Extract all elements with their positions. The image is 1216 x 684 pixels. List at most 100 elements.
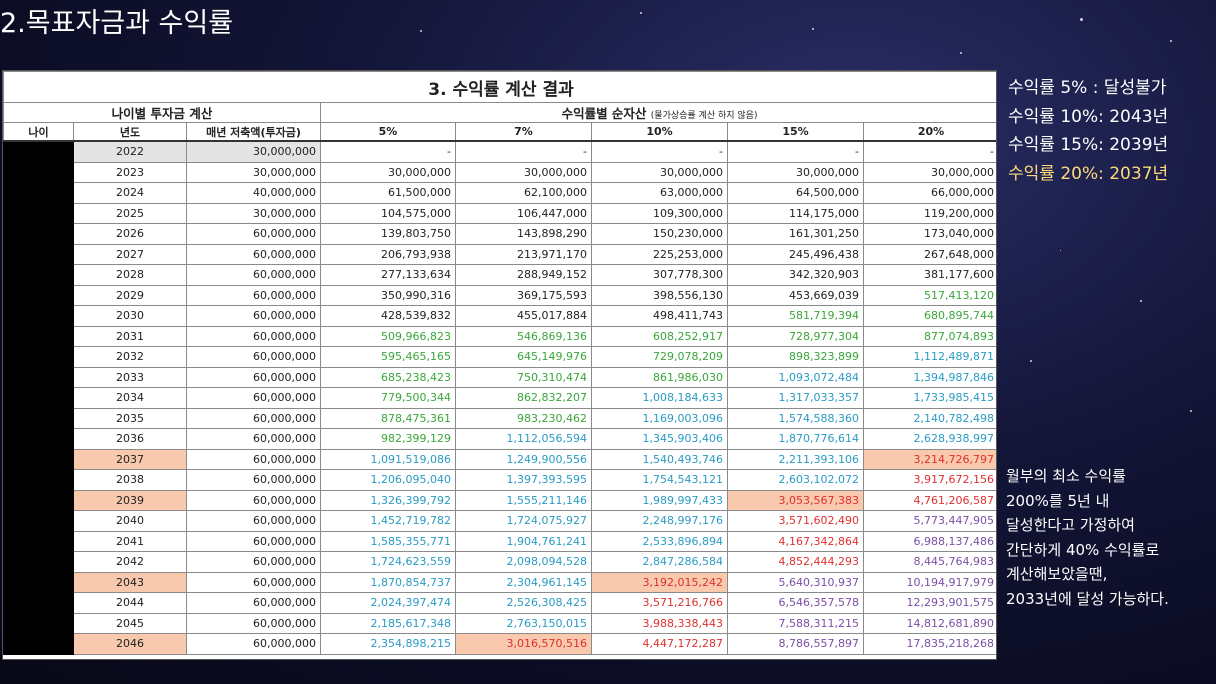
asset-cell: 729,078,209	[591, 346, 728, 368]
saving-cell: 60,000,000	[186, 469, 321, 491]
asset-cell: 608,252,917	[591, 325, 728, 347]
asset-cell: 1,008,184,633	[591, 387, 728, 409]
asset-cell: 2,098,094,528	[455, 551, 592, 573]
table-row: 2035 60,000,000 878,475,361 983,230,462 1,16…	[4, 407, 996, 429]
table-row: 2041 60,000,000 1,585,355,771 1,904,761,241…	[4, 530, 996, 552]
asset-cell: 398,556,130	[591, 284, 728, 306]
year-cell: 2028	[73, 264, 187, 286]
saving-cell: 60,000,000	[186, 633, 321, 655]
note-line: 달성한다고 가정하여	[1006, 516, 1135, 534]
col-header-5pct: 5%	[320, 122, 456, 142]
asset-cell: 277,133,634	[320, 264, 456, 286]
saving-cell: 30,000,000	[186, 202, 321, 224]
saving-cell: 40,000,000	[186, 182, 321, 204]
asset-cell: 645,149,976	[455, 346, 592, 368]
asset-cell: 680,895,744	[862, 305, 996, 327]
summary-line: 수익률 5% : 달성불가	[1008, 78, 1167, 98]
asset-cell: 8,445,764,983	[862, 551, 996, 573]
year-cell: 2029	[73, 284, 187, 306]
saving-cell: 60,000,000	[186, 346, 321, 368]
asset-cell: 1,724,075,927	[455, 510, 592, 532]
asset-cell: 30,000,000	[455, 161, 592, 183]
saving-cell: 60,000,000	[186, 510, 321, 532]
asset-cell: 350,990,316	[320, 284, 456, 306]
year-cell: 2034	[73, 387, 187, 409]
asset-cell: 2,140,782,498	[862, 407, 996, 429]
asset-cell: 173,040,000	[862, 223, 996, 245]
col-header-age: 나이	[3, 122, 74, 142]
asset-cell: 728,977,304	[727, 325, 864, 347]
asset-cell: 546,869,136	[455, 325, 592, 347]
table-row: 2027 60,000,000 206,793,938 213,971,170 225,…	[4, 243, 996, 265]
asset-cell: 1,754,543,121	[591, 469, 728, 491]
year-cell: 2046	[73, 633, 187, 655]
table-row: 2043 60,000,000 1,870,854,737 2,304,961,145…	[4, 571, 996, 593]
asset-cell: 30,000,000	[862, 161, 996, 183]
asset-cell: 3,571,602,490	[727, 510, 864, 532]
asset-cell: 862,832,207	[455, 387, 592, 409]
asset-cell: 63,000,000	[591, 182, 728, 204]
asset-cell: 10,194,917,979	[862, 571, 996, 593]
table-row: 2023 30,000,000 30,000,000 30,000,000 30,000…	[4, 161, 996, 183]
year-cell: 2036	[73, 428, 187, 450]
note-line: 계산해보았을땐,	[1006, 565, 1108, 583]
table-row: 2032 60,000,000 595,465,165 645,149,976 729,…	[4, 346, 996, 368]
asset-cell: 1,093,072,484	[727, 366, 864, 388]
saving-cell: 60,000,000	[186, 264, 321, 286]
asset-cell: 779,500,344	[320, 387, 456, 409]
asset-cell: -	[320, 140, 456, 163]
asset-cell: 3,053,567,383	[727, 489, 864, 511]
asset-cell: 119,200,000	[862, 202, 996, 224]
asset-cell: 3,016,570,516	[455, 633, 592, 655]
table-row: 2024 40,000,000 61,500,000 62,100,000 63,000…	[4, 182, 996, 204]
year-cell: 2035	[73, 407, 187, 429]
asset-cell: 150,230,000	[591, 223, 728, 245]
year-cell: 2037	[73, 448, 187, 470]
asset-cell: 64,500,000	[727, 182, 864, 204]
year-cell: 2039	[73, 489, 187, 511]
saving-cell: 60,000,000	[186, 387, 321, 409]
asset-cell: 517,413,120	[862, 284, 996, 306]
table-row: 2025 30,000,000 104,575,000 106,447,000 109,…	[4, 202, 996, 224]
summary-line: 수익률 15%: 2039년	[1008, 135, 1169, 155]
group-header-note: (물가상승률 계산 하지 않음)	[650, 111, 758, 121]
col-header-7pct: 7%	[455, 122, 592, 142]
asset-cell: 3,988,338,443	[591, 612, 728, 634]
asset-cell: 861,986,030	[591, 366, 728, 388]
note-line: 간단하게 40% 수익률로	[1006, 540, 1160, 559]
year-cell: 2045	[73, 612, 187, 634]
asset-cell: 30,000,000	[320, 161, 456, 183]
year-cell: 2038	[73, 469, 187, 491]
asset-cell: 1,724,623,559	[320, 551, 456, 573]
table-row: 2031 60,000,000 509,966,823 546,869,136 608,…	[4, 325, 996, 347]
asset-cell: 878,475,361	[320, 407, 456, 429]
year-cell: 2033	[73, 366, 187, 388]
saving-cell: 60,000,000	[186, 305, 321, 327]
year-cell: 2025	[73, 202, 187, 224]
year-cell: 2042	[73, 551, 187, 573]
table-row: 2030 60,000,000 428,539,832 455,017,884 498,…	[4, 305, 996, 327]
asset-cell: 104,575,000	[320, 202, 456, 224]
asset-cell: 7,588,311,215	[727, 612, 864, 634]
table-row: 2036 60,000,000 982,399,129 1,112,056,594 1,…	[4, 428, 996, 450]
asset-cell: 4,852,444,293	[727, 551, 864, 573]
asset-cell: 1,206,095,040	[320, 469, 456, 491]
asset-cell: 1,989,997,433	[591, 489, 728, 511]
asset-cell: 983,230,462	[455, 407, 592, 429]
asset-cell: 1,540,493,746	[591, 448, 728, 470]
note-line: 2033년에 달성 가능하다.	[1006, 589, 1169, 608]
asset-cell: 161,301,250	[727, 223, 864, 245]
saving-cell: 60,000,000	[186, 407, 321, 429]
saving-cell: 60,000,000	[186, 223, 321, 245]
note-line: 200%를 5년 내	[1006, 491, 1110, 510]
asset-cell: 1,452,719,782	[320, 510, 456, 532]
asset-cell: 1,112,056,594	[455, 428, 592, 450]
year-cell: 2040	[73, 510, 187, 532]
saving-cell: 60,000,000	[186, 489, 321, 511]
group-header-net-assets: 수익률별 순자산 (물가상승률 계산 하지 않음)	[319, 102, 996, 123]
asset-cell: 685,238,423	[320, 366, 456, 388]
asset-cell: 1,585,355,771	[320, 530, 456, 552]
asset-cell: 14,812,681,890	[862, 612, 996, 634]
saving-cell: 60,000,000	[186, 448, 321, 470]
asset-cell: 1,249,900,556	[455, 448, 592, 470]
